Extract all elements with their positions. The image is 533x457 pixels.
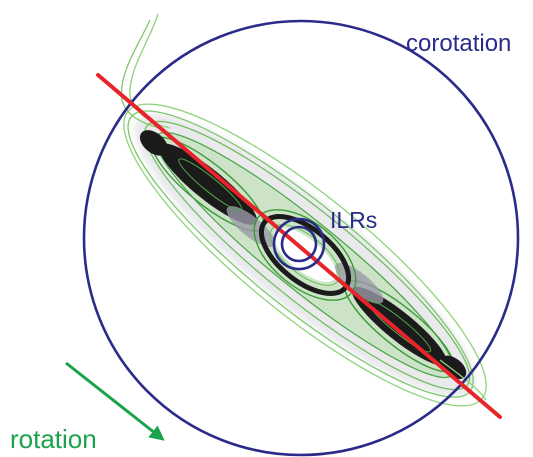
- central-hole: [273, 228, 337, 282]
- lower-tail-contour: [439, 359, 487, 401]
- dark-tip-left: [139, 130, 168, 156]
- inner-detail-1: [178, 158, 243, 211]
- rotation-arrow: [65, 361, 165, 441]
- ilrs-label: ILRs: [330, 207, 377, 233]
- rotation-label: rotation: [10, 424, 97, 454]
- bar-axis-line: [96, 73, 502, 419]
- ilr-inner-circle: [280, 225, 318, 263]
- upper-tail-contour-2: [120, 19, 161, 129]
- inner-detail-2: [367, 299, 432, 353]
- dark-arm-left: [158, 143, 258, 225]
- corotation-label: corotation: [406, 30, 511, 57]
- contour-outer-3: [144, 120, 471, 391]
- ilr-outer-circle: [272, 217, 326, 271]
- corotation-circle: [82, 19, 520, 457]
- dark-arm-right: [351, 286, 447, 366]
